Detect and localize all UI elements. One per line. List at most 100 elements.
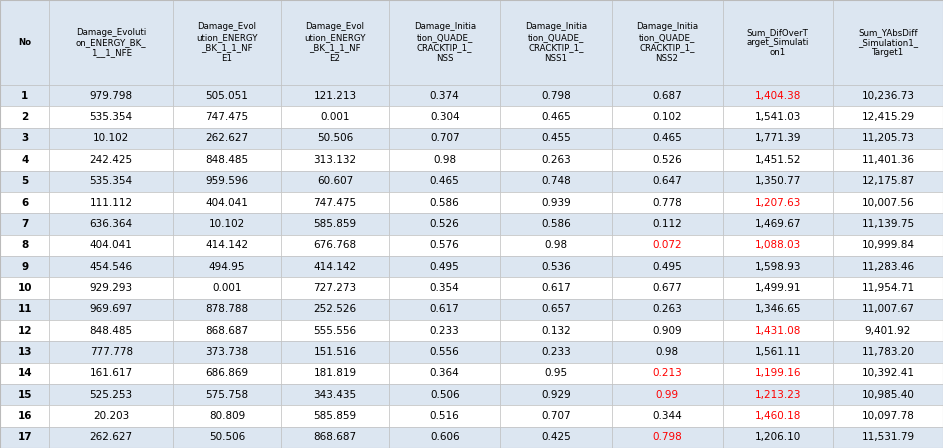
Text: 505.051: 505.051 <box>206 91 248 101</box>
Text: 10,236.73: 10,236.73 <box>861 91 915 101</box>
Text: 343.435: 343.435 <box>313 390 356 400</box>
Text: 0.909: 0.909 <box>653 326 682 336</box>
Text: 10: 10 <box>18 283 32 293</box>
Bar <box>501 128 611 149</box>
Text: 50.506: 50.506 <box>317 134 354 143</box>
Text: 1,206.10: 1,206.10 <box>754 432 801 442</box>
Text: 0.526: 0.526 <box>653 155 682 165</box>
Text: 0.778: 0.778 <box>653 198 682 207</box>
Text: 777.778: 777.778 <box>90 347 133 357</box>
Bar <box>833 0 943 85</box>
Bar <box>281 277 389 298</box>
Bar <box>611 235 722 256</box>
Bar <box>281 149 389 171</box>
Text: 848.485: 848.485 <box>90 326 133 336</box>
Bar <box>722 0 833 85</box>
Bar <box>173 405 281 426</box>
Text: 373.738: 373.738 <box>206 347 249 357</box>
Bar <box>611 426 722 448</box>
Bar <box>389 213 501 235</box>
Text: 11,139.75: 11,139.75 <box>861 219 915 229</box>
Bar <box>49 235 173 256</box>
Bar <box>722 298 833 320</box>
Text: 8: 8 <box>21 240 28 250</box>
Bar <box>389 277 501 298</box>
Bar <box>173 235 281 256</box>
Bar <box>0 235 49 256</box>
Text: 10,097.78: 10,097.78 <box>862 411 915 421</box>
Text: 1,350.77: 1,350.77 <box>754 176 801 186</box>
Bar <box>173 256 281 277</box>
Text: 111.112: 111.112 <box>90 198 133 207</box>
Bar <box>281 107 389 128</box>
Text: No: No <box>18 38 31 47</box>
Bar <box>389 341 501 362</box>
Bar <box>281 128 389 149</box>
Text: 121.213: 121.213 <box>313 91 356 101</box>
Text: 11,531.79: 11,531.79 <box>861 432 915 442</box>
Text: 3: 3 <box>21 134 28 143</box>
Text: 414.142: 414.142 <box>313 262 356 271</box>
Bar <box>501 384 611 405</box>
Bar <box>49 277 173 298</box>
Text: Damage_Evoluti
on_ENERGY_BK_
1__1_NFE: Damage_Evoluti on_ENERGY_BK_ 1__1_NFE <box>75 28 146 57</box>
Text: 0.374: 0.374 <box>430 91 459 101</box>
Text: 2: 2 <box>21 112 28 122</box>
Bar <box>722 192 833 213</box>
Text: Sum_DifOverT
arget_Simulati
on1: Sum_DifOverT arget_Simulati on1 <box>747 28 809 57</box>
Bar <box>281 256 389 277</box>
Text: 0.687: 0.687 <box>653 91 682 101</box>
Bar <box>173 320 281 341</box>
Text: 11,954.71: 11,954.71 <box>861 283 915 293</box>
Bar <box>49 256 173 277</box>
Bar <box>49 341 173 362</box>
Text: 585.859: 585.859 <box>313 219 356 229</box>
Text: 878.788: 878.788 <box>206 304 249 314</box>
Text: 0.425: 0.425 <box>541 432 571 442</box>
Bar <box>0 277 49 298</box>
Text: 0.647: 0.647 <box>653 176 682 186</box>
Text: 0.95: 0.95 <box>544 368 568 378</box>
Text: Damage_Initia
tion_QUADE_
CRACKTIP_1_
NSS1: Damage_Initia tion_QUADE_ CRACKTIP_1_ NS… <box>525 22 587 63</box>
Bar <box>611 298 722 320</box>
Text: 0.263: 0.263 <box>541 155 571 165</box>
Bar <box>173 426 281 448</box>
Text: 0.506: 0.506 <box>430 390 459 400</box>
Bar <box>389 426 501 448</box>
Text: 9,401.92: 9,401.92 <box>865 326 911 336</box>
Text: 0.99: 0.99 <box>655 390 679 400</box>
Text: 494.95: 494.95 <box>208 262 245 271</box>
Bar <box>501 107 611 128</box>
Text: 0.657: 0.657 <box>541 304 571 314</box>
Bar <box>173 362 281 384</box>
Bar <box>0 362 49 384</box>
Text: 676.768: 676.768 <box>313 240 356 250</box>
Bar <box>389 320 501 341</box>
Bar <box>833 341 943 362</box>
Text: 11,205.73: 11,205.73 <box>861 134 915 143</box>
Text: 0.707: 0.707 <box>541 411 571 421</box>
Text: 0.465: 0.465 <box>653 134 682 143</box>
Bar <box>0 85 49 107</box>
Text: 0.455: 0.455 <box>541 134 571 143</box>
Bar <box>49 384 173 405</box>
Text: 636.364: 636.364 <box>90 219 133 229</box>
Bar <box>833 85 943 107</box>
Text: 11: 11 <box>18 304 32 314</box>
Text: 535.354: 535.354 <box>90 176 133 186</box>
Text: 0.606: 0.606 <box>430 432 459 442</box>
Bar <box>173 277 281 298</box>
Bar <box>722 235 833 256</box>
Bar <box>281 405 389 426</box>
Text: 0.364: 0.364 <box>430 368 459 378</box>
Text: 1: 1 <box>21 91 28 101</box>
Text: 404.041: 404.041 <box>206 198 248 207</box>
Text: 6: 6 <box>21 198 28 207</box>
Bar <box>833 171 943 192</box>
Text: 242.425: 242.425 <box>90 155 133 165</box>
Bar <box>611 149 722 171</box>
Bar <box>501 213 611 235</box>
Text: 11,401.36: 11,401.36 <box>861 155 915 165</box>
Bar <box>173 0 281 85</box>
Text: 0.98: 0.98 <box>433 155 456 165</box>
